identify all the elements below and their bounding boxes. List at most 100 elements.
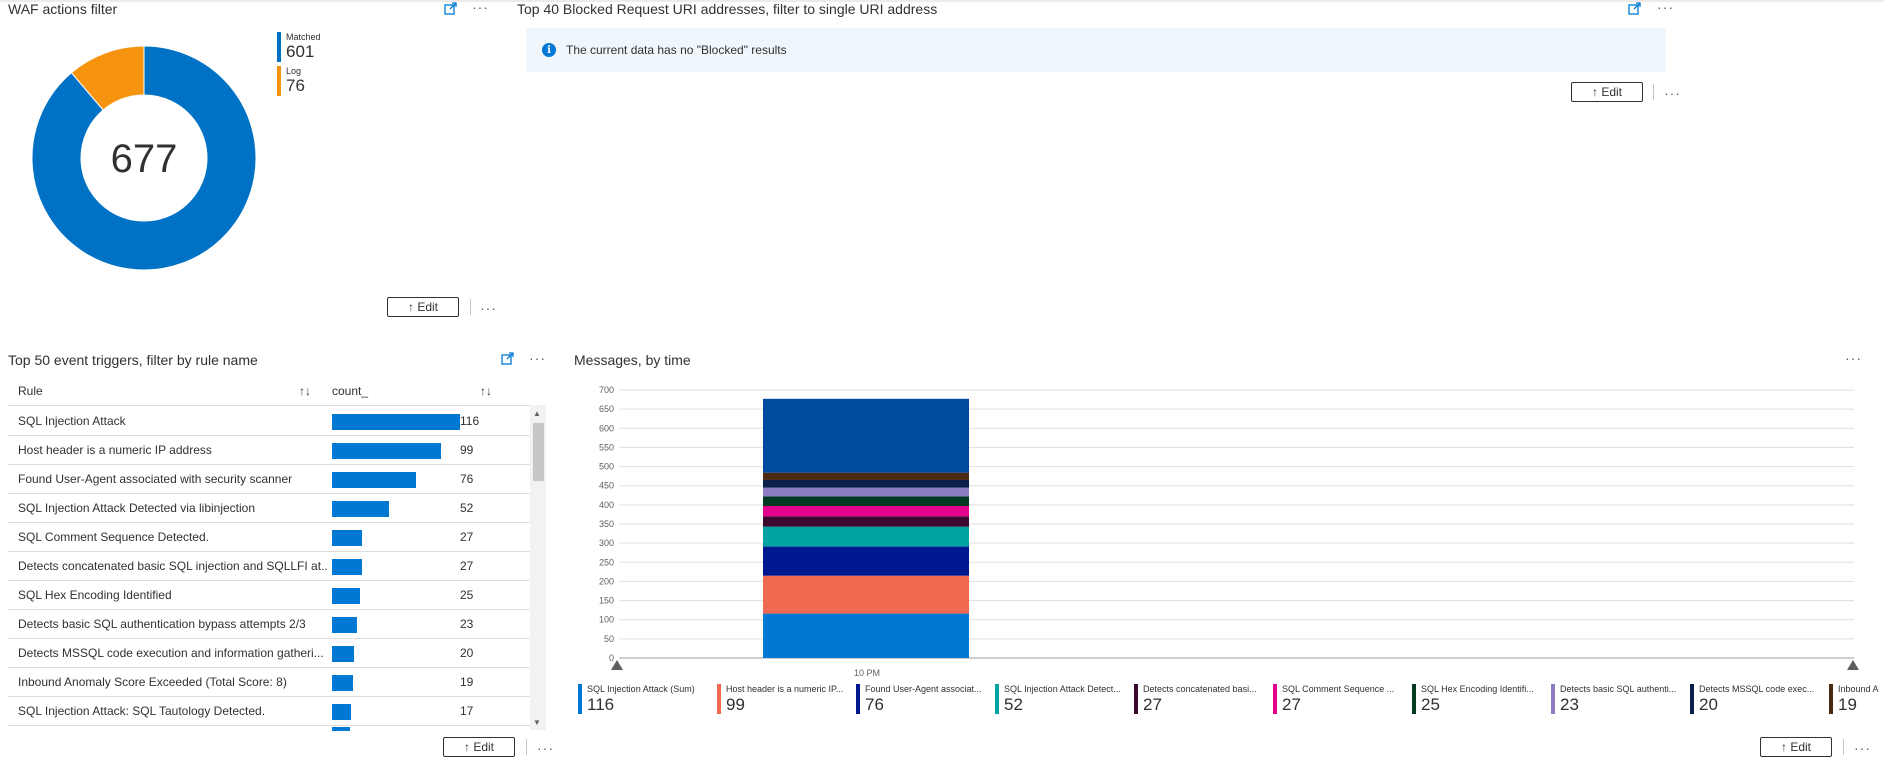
legend-swatch — [1551, 684, 1555, 714]
bar-segment-1 — [763, 575, 969, 614]
edit-button[interactable]: ↑ Edit — [1571, 82, 1643, 102]
rule-cell: SQL Injection Attack Detected via libinj… — [18, 500, 256, 515]
pin-icon[interactable] — [1627, 0, 1643, 16]
sort-icon[interactable]: ↑↓ — [299, 384, 311, 398]
table-row[interactable]: Inbound Anomaly Score Exceeded (Total Sc… — [8, 667, 530, 697]
legend-swatch — [1134, 684, 1138, 714]
legend-label: SQL Hex Encoding Identifi... — [1421, 684, 1534, 694]
count-bar — [332, 588, 360, 604]
table-row[interactable]: SQL Injection Attack: SQL Tautology Dete… — [8, 696, 530, 726]
legend-item[interactable]: SQL Comment Sequence ... 27 — [1273, 684, 1400, 715]
legend-item[interactable]: SQL Injection Attack (Sum) 116 — [578, 684, 705, 715]
pin-icon[interactable] — [500, 350, 516, 366]
table-row[interactable]: Detects MSSQL code execution and informa… — [8, 638, 530, 668]
more-options-icon[interactable]: ··· — [1845, 350, 1862, 366]
count-bar — [332, 646, 354, 662]
bar-segment-5 — [763, 506, 969, 517]
scroll-up-icon[interactable]: ▲ — [533, 409, 541, 418]
legend-item[interactable]: Found User-Agent associat... 76 — [856, 684, 983, 715]
y-tick-label: 300 — [599, 538, 614, 548]
edit-button[interactable]: ↑ Edit — [1760, 737, 1832, 757]
table-scrollbar[interactable] — [530, 405, 546, 730]
legend-item-matched[interactable]: Matched 601 — [277, 32, 321, 62]
legend-item[interactable]: Inbound A 19 — [1829, 684, 1884, 715]
y-tick-label: 650 — [599, 404, 614, 414]
count-bar — [332, 617, 357, 633]
legend-value: 27 — [1143, 695, 1162, 714]
pin-icon[interactable] — [443, 0, 459, 16]
table-row[interactable]: Detects basic SQL authentication bypass … — [8, 609, 530, 639]
triggers-table: Rule ↑↓ count_ ↑↓ SQL Injection Attack 11… — [8, 378, 546, 731]
edit-button[interactable]: ↑ Edit — [443, 737, 515, 757]
x-tick-label: 10 PM — [854, 668, 880, 678]
bar-segment-3 — [763, 526, 969, 547]
legend-label: Inbound A — [1838, 684, 1879, 694]
rule-cell: Detects basic SQL authentication bypass … — [18, 616, 306, 631]
count-cell: 19 — [460, 674, 474, 689]
y-tick-label: 250 — [599, 557, 614, 567]
table-row[interactable]: SQL Comment Sequence Detected. 27 — [8, 522, 530, 552]
legend-value: 76 — [286, 76, 305, 95]
scrollbar-thumb[interactable] — [533, 423, 544, 481]
count-cell: 20 — [460, 645, 474, 660]
y-tick-label: 400 — [599, 500, 614, 510]
legend-label: SQL Comment Sequence ... — [1282, 684, 1395, 694]
sort-icon[interactable]: ↑↓ — [480, 384, 492, 398]
count-bar — [332, 443, 441, 459]
rule-cell: Detects concatenated basic SQL injection… — [18, 558, 328, 573]
rule-cell: SQL Injection Attack: SQL Tautology Dete… — [18, 703, 266, 718]
y-tick-label: 100 — [599, 615, 614, 625]
header-divider — [8, 405, 530, 406]
scroll-down-icon[interactable]: ▼ — [533, 718, 541, 727]
donut-slice-log — [70, 45, 145, 111]
legend-item[interactable]: SQL Hex Encoding Identifi... 25 — [1412, 684, 1539, 715]
count-bar — [332, 727, 350, 731]
triggers-tile-title: Top 50 event triggers, filter by rule na… — [8, 352, 258, 368]
more-options-icon[interactable]: ··· — [480, 300, 497, 316]
edit-button[interactable]: ↑ Edit — [387, 297, 459, 317]
more-options-icon[interactable]: ··· — [529, 350, 546, 366]
legend-label: Detects concatenated basi... — [1143, 684, 1257, 694]
legend-value: 601 — [286, 42, 315, 61]
legend-value: 76 — [865, 695, 884, 714]
waf-donut-chart: 677 — [31, 45, 257, 271]
bar-segment-10 — [763, 398, 969, 473]
table-row[interactable]: SQL Injection Attack 116 — [8, 406, 530, 436]
bar-segment-0 — [763, 613, 969, 658]
table-row[interactable]: SQL Hex Encoding Identified 25 — [8, 580, 530, 610]
more-options-icon[interactable]: ··· — [472, 0, 489, 15]
y-tick-label: 500 — [599, 462, 614, 472]
range-handle-left — [611, 660, 623, 670]
donut-total-label: 677 — [111, 137, 178, 181]
legend-item[interactable]: SQL Injection Attack Detect... 52 — [995, 684, 1122, 715]
legend-item[interactable]: Host header is a numeric IP... 99 — [717, 684, 844, 715]
more-options-icon[interactable]: ··· — [1664, 85, 1681, 101]
messages-stacked-bar-chart: 7006506005505004504003503002502001501005… — [599, 385, 1859, 678]
more-options-icon[interactable]: ··· — [537, 740, 554, 756]
table-row[interactable]: Host header is a numeric IP address 99 — [8, 435, 530, 465]
divider — [1653, 84, 1654, 100]
bar-segment-7 — [763, 487, 969, 497]
legend-item-log[interactable]: Log 76 — [277, 66, 321, 96]
legend-label: Detects basic SQL authenti... — [1560, 684, 1677, 694]
legend-item[interactable]: Detects basic SQL authenti... 23 — [1551, 684, 1678, 715]
table-row[interactable]: Found User-Agent associated with securit… — [8, 464, 530, 494]
table-row[interactable]: Detects concatenated basic SQL injection… — [8, 551, 530, 581]
table-row[interactable]: SQL Injection Attack Detected via libinj… — [8, 493, 530, 523]
column-header-count[interactable]: count_ — [332, 384, 369, 398]
legend-text: SQL Injection Attack (Sum) 116 — [587, 684, 705, 715]
legend-label: Log — [286, 66, 302, 76]
more-options-icon[interactable]: ··· — [1854, 740, 1871, 756]
column-header-rule[interactable]: Rule — [18, 384, 43, 398]
more-options-icon[interactable]: ··· — [1657, 0, 1674, 15]
legend-label: Matched — [286, 32, 321, 42]
bar-segment-4 — [763, 516, 969, 527]
legend-item[interactable]: Detects MSSQL code exec... 20 — [1690, 684, 1817, 715]
count-bar — [332, 704, 351, 720]
rule-cell: SQL Comment Sequence Detected. — [18, 529, 209, 544]
y-tick-label: 150 — [599, 596, 614, 606]
count-bar — [332, 472, 416, 488]
legend-swatch — [1273, 684, 1277, 714]
legend-item[interactable]: Detects concatenated basi... 27 — [1134, 684, 1261, 715]
legend-text: Found User-Agent associat... 76 — [865, 684, 983, 715]
